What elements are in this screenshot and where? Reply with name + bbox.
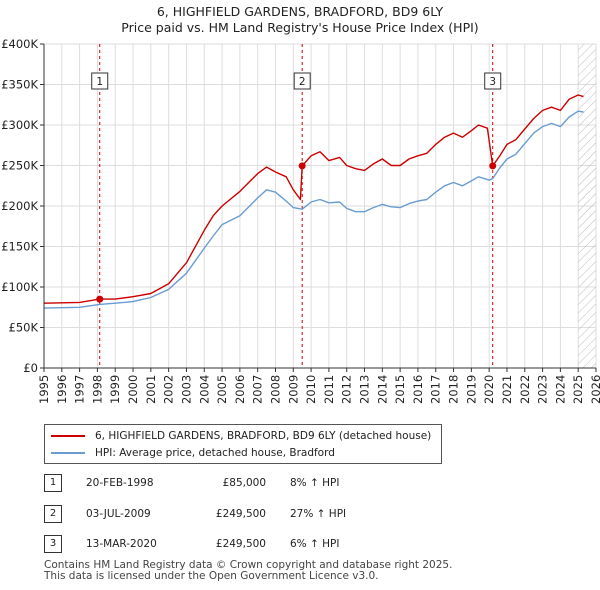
sale-annotation-box xyxy=(484,72,502,90)
x-tick-label: 2010 xyxy=(304,375,318,404)
x-tick-label: 2019 xyxy=(464,375,478,404)
hpi-series-line xyxy=(43,110,584,309)
sale-hpi-change: 27% ↑ HPI xyxy=(290,508,347,520)
y-tick-label: £0 xyxy=(23,361,38,375)
x-tick-label: 2016 xyxy=(411,375,425,404)
x-tick-label: 2004 xyxy=(197,375,211,404)
x-tick-label: 2000 xyxy=(126,375,140,404)
x-tick-label: 2020 xyxy=(482,375,496,404)
title-line-1: 6, HIGHFIELD GARDENS, BRADFORD, BD9 6LY xyxy=(156,4,444,19)
x-tick-label: 2006 xyxy=(233,375,247,404)
x-tick-label: 2001 xyxy=(144,375,158,404)
sale-annotation-label: 3 xyxy=(489,76,496,88)
x-tick-label: 2021 xyxy=(500,375,514,404)
x-tick-label: 2017 xyxy=(429,375,443,404)
sale-date: 13-MAR-2020 xyxy=(86,538,157,550)
x-tick-label: 2012 xyxy=(340,375,354,404)
sale-date: 20-FEB-1998 xyxy=(86,477,154,489)
x-tick-label: 2008 xyxy=(268,375,282,404)
sale-point-marker xyxy=(96,295,104,303)
x-tick-label: 2026 xyxy=(589,375,600,404)
x-tick-label: 1997 xyxy=(73,375,87,404)
x-tick-label: 2023 xyxy=(536,375,550,404)
sale-number-badge: 3 xyxy=(44,535,62,553)
sale-number-badge: 2 xyxy=(44,505,62,523)
x-tick-label: 2014 xyxy=(375,375,389,404)
footer-line-1: Contains HM Land Registry data © Crown c… xyxy=(44,559,453,571)
x-tick-label: 2013 xyxy=(358,375,372,404)
property-series-line xyxy=(43,94,584,304)
y-tick-label: £150K xyxy=(1,240,38,254)
x-tick-label: 2011 xyxy=(322,375,336,404)
y-tick-label: £400K xyxy=(1,37,38,51)
x-tick-label: 2009 xyxy=(286,375,300,404)
x-tick-label: 1998 xyxy=(90,375,104,404)
sale-annotation-label: 2 xyxy=(299,76,306,88)
y-tick-label: £350K xyxy=(1,78,38,92)
x-tick-label: 1999 xyxy=(108,375,122,404)
sale-hpi-change: 6% ↑ HPI xyxy=(290,538,340,550)
sale-row: 3 13-MAR-2020 £249,500 6% ↑ HPI xyxy=(44,534,444,554)
x-tick-label: 1996 xyxy=(55,375,69,404)
sale-point-marker xyxy=(489,162,497,170)
future-hatch-region xyxy=(578,44,596,368)
x-tick-label: 2022 xyxy=(518,375,532,404)
sale-row: 2 03-JUL-2009 £249,500 27% ↑ HPI xyxy=(44,504,444,524)
y-tick-label: £250K xyxy=(1,159,38,173)
footer-line-2: This data is licensed under the Open Gov… xyxy=(44,570,379,582)
y-tick-label: £50K xyxy=(9,321,39,335)
legend: 6, HIGHFIELD GARDENS, BRADFORD, BD9 6LY … xyxy=(44,424,442,464)
y-tick-label: £200K xyxy=(1,199,38,213)
sale-annotation-label: 1 xyxy=(96,76,103,88)
sale-price: £249,500 xyxy=(215,538,266,550)
sale-number-badge: 1 xyxy=(44,474,62,492)
y-tick-label: £300K xyxy=(1,118,38,132)
x-tick-label: 2018 xyxy=(447,375,461,404)
sale-hpi-change: 8% ↑ HPI xyxy=(290,477,340,489)
chart-title: 6, HIGHFIELD GARDENS, BRADFORD, BD9 6LY … xyxy=(0,4,600,36)
x-tick-label: 2005 xyxy=(215,375,229,404)
sale-price: £249,500 xyxy=(215,508,266,520)
sale-date: 03-JUL-2009 xyxy=(86,508,151,520)
sale-annotation-box xyxy=(91,72,109,90)
y-tick-label: £100K xyxy=(1,280,38,294)
legend-label-hpi: HPI: Average price, detached house, Brad… xyxy=(95,447,335,459)
x-tick-label: 2003 xyxy=(179,375,193,404)
x-tick-label: 2002 xyxy=(162,375,176,404)
legend-label-property: 6, HIGHFIELD GARDENS, BRADFORD, BD9 6LY … xyxy=(95,430,432,442)
legend-swatch-hpi xyxy=(51,452,85,454)
title-line-2: Price paid vs. HM Land Registry's House … xyxy=(121,20,479,35)
x-tick-label: 2024 xyxy=(553,375,567,404)
x-tick-label: 2015 xyxy=(393,375,407,404)
sale-price: £85,000 xyxy=(222,477,266,489)
sale-annotation-box xyxy=(293,72,311,90)
legend-swatch-property xyxy=(51,435,85,437)
sale-point-marker xyxy=(298,162,306,170)
footer: Contains HM Land Registry data © Crown c… xyxy=(44,560,452,582)
x-tick-label: 2025 xyxy=(571,375,585,404)
sale-row: 1 20-FEB-1998 £85,000 8% ↑ HPI xyxy=(44,473,444,493)
x-tick-label: 1995 xyxy=(37,375,51,404)
price-chart: £0 £50K £100K £150K £200K £250K £300K £350K £400… xyxy=(1,37,600,404)
x-tick-label: 2007 xyxy=(251,375,265,404)
